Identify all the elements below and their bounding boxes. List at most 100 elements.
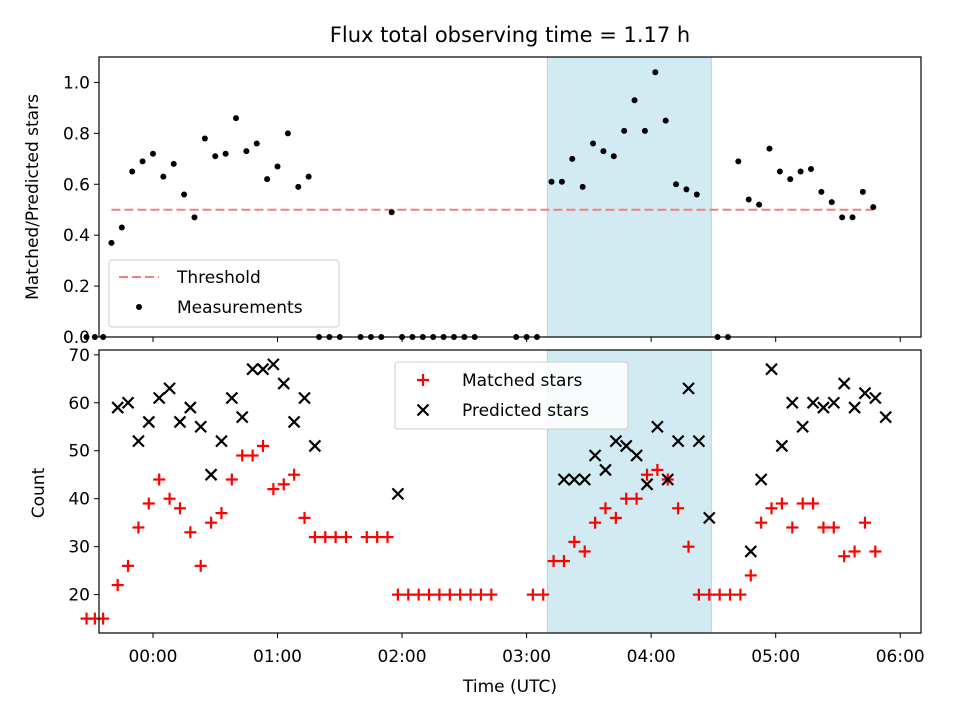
matched-star-point: [111, 579, 124, 592]
predicted-star-point: [132, 434, 145, 448]
predicted-star-point: [630, 449, 643, 462]
matched-star-point: [215, 507, 228, 520]
predicted-star-point: [682, 382, 695, 395]
measurement-point: [621, 127, 628, 134]
measurement-point: [233, 115, 239, 122]
matched-star-point: [537, 588, 550, 601]
measurement-point: [745, 196, 752, 203]
predicted-star-point: [246, 362, 259, 376]
cross-b: [879, 410, 892, 424]
predicted-star-point: [609, 434, 623, 448]
measurement-point: [652, 69, 659, 76]
measurement-point: [787, 176, 794, 183]
y-tick-label: 60: [68, 394, 90, 414]
legend-matched-swatch: [417, 374, 429, 386]
measurement-point: [191, 214, 198, 221]
matched-star-point: [433, 588, 446, 601]
cross-b: [184, 401, 197, 414]
predicted-star-point: [599, 463, 612, 477]
matched-star-point: [641, 468, 653, 481]
x-tick-label: 06:00: [876, 647, 925, 667]
measurement-point: [264, 176, 271, 183]
matched-star-point: [443, 588, 456, 601]
measurement-point: [797, 168, 804, 175]
cross-b: [796, 420, 809, 434]
measurement-point: [641, 127, 648, 134]
legend-box: [394, 361, 629, 430]
cross-b: [630, 449, 643, 462]
cross-b: [308, 439, 322, 453]
cross-b: [775, 439, 789, 453]
predicted-star-point: [152, 391, 166, 405]
measurement-point: [274, 163, 281, 170]
matched-star-point: [256, 439, 269, 452]
matched-star-point: [827, 521, 840, 534]
matched-star-point: [205, 516, 218, 529]
y-tick-label: 0.0: [63, 328, 90, 348]
cross-b: [235, 410, 249, 424]
cross-b: [806, 396, 820, 410]
cross-b: [817, 401, 830, 414]
cross-b: [173, 415, 187, 429]
predicted-star-point: [163, 382, 176, 395]
x-tick-label: 01:00: [253, 647, 302, 667]
cross-b: [671, 434, 685, 448]
cross-b: [132, 434, 145, 448]
measurement-point: [160, 173, 167, 180]
predicted-star-point: [765, 362, 778, 376]
legend-measurement-swatch: [136, 304, 142, 310]
measurement-point: [243, 148, 250, 155]
matched-star-point: [765, 502, 778, 515]
predicted-star-point: [578, 473, 592, 486]
predicted-star-point: [391, 487, 405, 501]
matched-star-point: [236, 449, 249, 462]
matched-star-point: [526, 588, 539, 601]
x-axis-label: Time (UTC): [462, 677, 557, 697]
matched-star-point: [672, 502, 685, 515]
legend-predicted-label: Predicted stars: [462, 401, 589, 421]
cross-b: [142, 415, 156, 429]
matched-star-point: [817, 521, 830, 534]
cross-b: [609, 434, 623, 448]
matched-star-point: [371, 531, 384, 544]
matched-star-point: [599, 502, 612, 515]
predicted-star-point: [869, 391, 882, 405]
matched-star-point: [796, 497, 809, 510]
predicted-star-point: [215, 434, 228, 448]
y-tick-label: 0.2: [63, 277, 90, 297]
cross-b: [557, 473, 571, 486]
cross-b: [578, 473, 592, 486]
cross-b: [287, 415, 301, 429]
predicted-star-point: [744, 545, 758, 558]
matched-star-point: [288, 468, 301, 481]
matched-star-point: [142, 497, 155, 510]
cross-b: [837, 377, 851, 390]
predicted-star-point: [619, 439, 633, 453]
matched-star-point: [630, 492, 643, 505]
cross-b: [765, 362, 778, 376]
legend: Matched stars Predicted stars: [394, 361, 629, 430]
measurement-point: [295, 183, 302, 190]
matched-star-point: [651, 463, 664, 476]
predicted-star-point: [557, 473, 571, 486]
matched-star-point: [246, 449, 259, 462]
predicted-star-point: [256, 362, 270, 376]
measurement-point: [766, 145, 773, 152]
y-tick-label: 70: [68, 346, 90, 366]
predicted-star-point: [267, 358, 280, 371]
measurement-point: [673, 181, 680, 188]
predicted-star-point: [287, 415, 301, 429]
measurement-point: [149, 150, 156, 157]
cross-b: [225, 391, 239, 405]
matched-star-point: [775, 497, 788, 510]
measurement-point: [600, 148, 607, 155]
measurement-point: [839, 214, 846, 221]
predicted-star-point: [786, 396, 799, 410]
matched-star-point: [869, 545, 882, 558]
y-tick-label: 0.4: [63, 226, 90, 246]
x-tick-label: 02:00: [378, 647, 427, 667]
measurement-point: [118, 224, 125, 231]
cross-b: [111, 401, 124, 414]
measurement-point: [91, 334, 98, 340]
measurement-point: [548, 178, 555, 185]
